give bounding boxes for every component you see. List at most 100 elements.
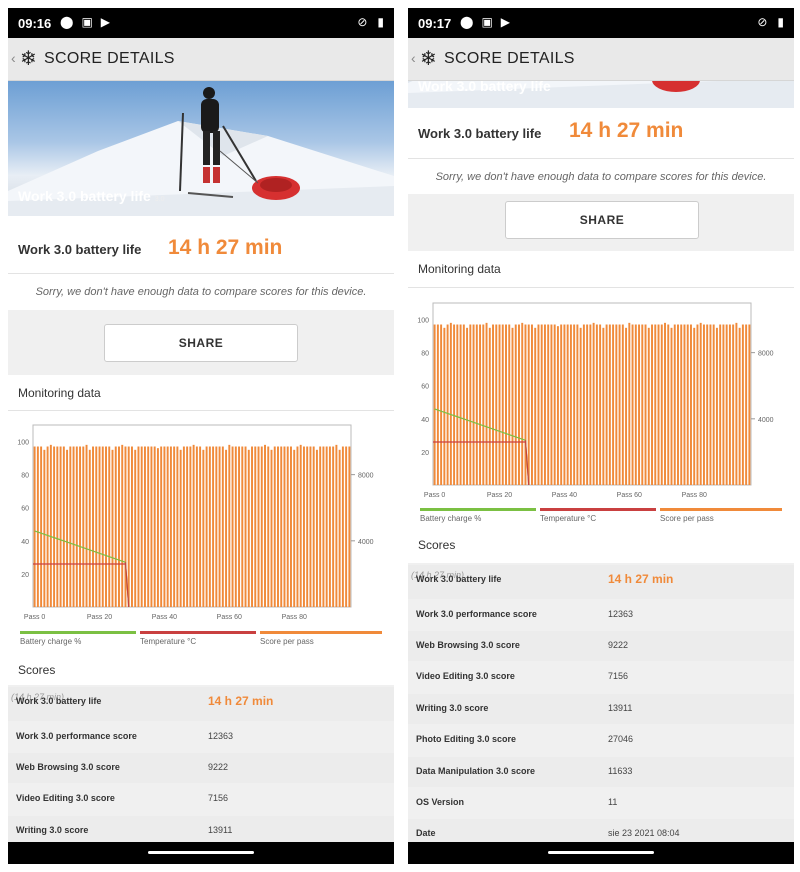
score-bar — [683, 324, 686, 485]
status-bar: 09:17 ⬤ ▣ ▶ ⊘ ▮ — [408, 8, 794, 38]
score-value: 14 h 27 min — [168, 236, 283, 259]
score-bar — [247, 449, 250, 607]
score-bar — [514, 324, 517, 485]
back-chevron-icon[interactable]: ‹ — [411, 50, 416, 66]
score-bar — [621, 324, 624, 485]
app-bar: ‹ ❄ SCORE DETAILS — [8, 38, 394, 81]
score-bar — [498, 324, 501, 485]
score-bar — [72, 446, 75, 607]
score-bar — [43, 449, 46, 607]
score-bar — [686, 324, 689, 485]
score-bar — [608, 324, 611, 485]
table-row: Writing 3.0 score 13911 — [8, 816, 394, 842]
score-bar — [36, 446, 39, 607]
notifications-off-icon: ⊘ — [357, 15, 368, 29]
y-tick-label: 100 — [417, 318, 429, 325]
score-bar — [82, 446, 85, 607]
score-bar — [537, 324, 540, 485]
score-bar — [459, 324, 462, 485]
score-bar — [221, 446, 224, 607]
score-value: 11 — [608, 797, 618, 807]
sim-icon: ▣ — [481, 15, 493, 29]
score-bar — [573, 324, 576, 485]
score-bar — [92, 446, 95, 607]
score-bar — [46, 446, 49, 607]
score-bar — [270, 449, 273, 607]
x-tick-label: Pass 80 — [282, 614, 307, 621]
share-button[interactable]: SHARE — [104, 324, 298, 362]
score-bar — [260, 446, 263, 607]
score-bar — [238, 446, 241, 607]
score-value: 13911 — [608, 703, 633, 713]
score-bar — [192, 444, 195, 607]
score-bar — [156, 448, 159, 607]
score-bar — [309, 446, 312, 607]
home-gesture-bar[interactable] — [548, 851, 654, 854]
score-label: Data Manipulation 3.0 score — [416, 766, 536, 776]
score-bar — [315, 449, 318, 607]
score-bar — [667, 324, 670, 485]
score-bar — [212, 446, 215, 607]
score-bar — [218, 446, 221, 607]
legend-battery-label: Battery charge % — [20, 637, 82, 646]
score-bar — [40, 446, 43, 607]
home-gesture-bar[interactable] — [148, 851, 254, 854]
score-name: Work 3.0 battery life — [18, 242, 142, 257]
score-bar — [462, 324, 465, 485]
temperature-line — [433, 440, 530, 486]
score-bar — [173, 446, 176, 607]
score-bar — [446, 324, 449, 485]
sim-icon: ▣ — [81, 15, 93, 29]
score-bar — [530, 324, 533, 485]
cast-icon: ▶ — [500, 15, 511, 29]
table-row: Video Editing 3.0 score 7156 — [8, 784, 394, 815]
phone-screen-1: 09:16 ⬤ ▣ ▶ ⊘ ▮ ‹ ❄ SCORE DETAILS — [8, 8, 394, 864]
score-bar — [469, 324, 472, 485]
score-bar — [85, 444, 88, 607]
score-bar — [677, 324, 679, 485]
score-bar — [143, 446, 146, 607]
snowflake-logo-icon: ❄ — [20, 48, 37, 70]
score-bar — [105, 446, 107, 607]
table-row: Date sie 23 2021 08:04 — [408, 819, 794, 842]
table-row: Web Browsing 3.0 score 9222 — [408, 631, 794, 661]
score-subvalue: (14 h 27 min) — [411, 570, 465, 580]
score-bar — [657, 324, 660, 485]
back-chevron-icon[interactable]: ‹ — [11, 50, 16, 66]
status-time: 09:16 — [18, 16, 52, 31]
score-value: 14 h 27 min — [569, 119, 684, 142]
score-bar — [225, 449, 228, 607]
score-bar — [325, 446, 328, 607]
table-row: Video Editing 3.0 score 7156 — [408, 662, 794, 693]
scores-title: Scores — [418, 538, 456, 552]
score-bar — [332, 446, 335, 607]
page-title: SCORE DETAILS — [44, 50, 175, 67]
compare-message: Sorry, we don't have enough data to comp… — [35, 286, 367, 298]
x-tick-label: Pass 20 — [87, 614, 112, 621]
score-label: Work 3.0 performance score — [16, 731, 137, 741]
score-bar — [475, 324, 478, 485]
app-bar: ‹ ❄ SCORE DETAILS — [408, 38, 794, 81]
content-area: Work 3.0 battery life 3.0 Work 3.0 batter… — [8, 81, 394, 842]
y-tick-label: 100 — [17, 440, 29, 447]
score-bar — [492, 324, 495, 485]
score-bar — [302, 446, 305, 607]
score-bar — [693, 327, 696, 485]
score-bar — [95, 446, 98, 607]
score-bar — [124, 446, 127, 607]
score-bar — [283, 446, 286, 607]
y-tick-label: 60 — [421, 384, 429, 391]
score-bar — [735, 322, 738, 485]
battery-line — [434, 408, 530, 486]
score-bar — [566, 324, 569, 485]
score-value: 14 h 27 min — [608, 572, 674, 586]
score-bar — [150, 446, 153, 607]
score-bar — [335, 444, 338, 607]
score-bar — [433, 324, 436, 485]
score-bar — [534, 327, 537, 485]
divider — [8, 273, 394, 274]
score-bar — [602, 327, 605, 485]
share-button[interactable]: SHARE — [505, 201, 699, 239]
y-tick-label: 60 — [21, 506, 29, 513]
table-row: Work 3.0 battery life 14 h 27 min (14 h 27… — [408, 565, 794, 599]
